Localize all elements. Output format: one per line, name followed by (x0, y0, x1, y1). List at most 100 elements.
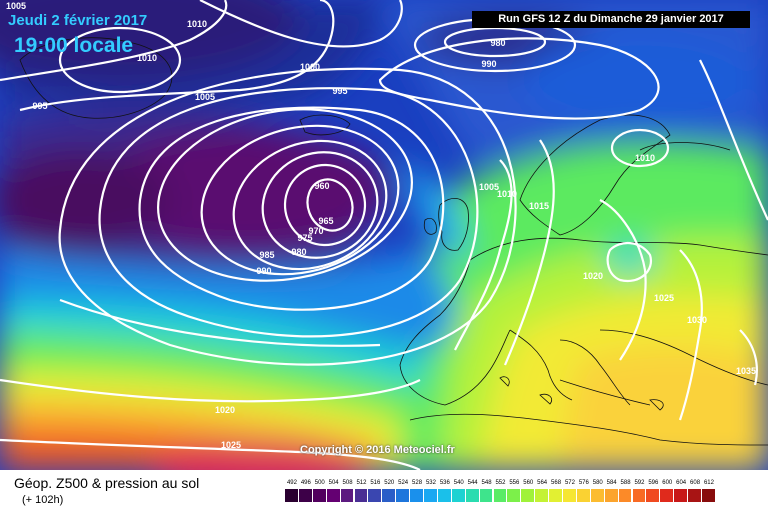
legend-swatch (507, 489, 522, 502)
isobar-label: 1035 (736, 366, 756, 376)
legend-swatch (702, 489, 716, 502)
legend-swatch (563, 489, 577, 502)
legend-item: 608 (688, 478, 702, 502)
legend-value: 592 (634, 480, 645, 486)
legend-swatch (340, 489, 355, 502)
weather-map: 1005 1010 1010 995 1005 1000 995 980 990 960 965 97… (0, 0, 768, 470)
legend-item: 504 (326, 478, 341, 502)
legend-swatch (535, 489, 550, 502)
legend-item: 604 (674, 478, 689, 502)
legend-swatch (660, 489, 675, 502)
isobar-label: 995 (332, 86, 347, 96)
legend-value: 560 (523, 480, 534, 486)
legend-item: 556 (507, 478, 522, 502)
legend-value: 548 (481, 480, 492, 486)
legend-swatch (396, 489, 411, 502)
legend-item: 596 (646, 478, 661, 502)
isobar-label: 1005 (479, 182, 499, 192)
legend-item: 524 (396, 478, 411, 502)
isobar-label: 990 (256, 266, 271, 276)
geopotential-field: 1005101010109951005100099598099096096597… (0, 0, 768, 470)
legend-item: 528 (410, 478, 424, 502)
legend-swatch (424, 489, 438, 502)
isobar-label: 1025 (221, 440, 241, 450)
legend-swatch (410, 489, 424, 502)
legend-swatch (521, 489, 536, 502)
legend-item: 520 (382, 478, 397, 502)
map-footer: Géop. Z500 & pression au sol (+ 102h) 49… (0, 470, 768, 512)
legend-value: 604 (676, 480, 687, 486)
legend-swatch (298, 489, 313, 502)
legend-value: 568 (551, 480, 562, 486)
isobar-label: 1020 (583, 271, 603, 281)
legend-value: 612 (703, 480, 714, 486)
legend-value: 580 (592, 480, 603, 486)
legend-swatch (479, 489, 494, 502)
isobar-label: 970 (308, 226, 323, 236)
legend-value: 496 (300, 480, 311, 486)
legend-value: 508 (342, 480, 353, 486)
legend-item: 580 (590, 478, 605, 502)
isobar-label: 1010 (635, 153, 655, 163)
legend-swatch (368, 489, 383, 502)
legend-value: 492 (286, 480, 297, 486)
legend-item: 600 (660, 478, 675, 502)
legend-value: 536 (439, 480, 450, 486)
legend-swatch (549, 489, 563, 502)
legend-value: 516 (370, 480, 381, 486)
legend-value: 608 (690, 480, 701, 486)
isobar-labels: 1005101010109951005100099598099096096597… (6, 1, 756, 450)
isobar-label: 1030 (687, 315, 707, 325)
isobar-label: 1010 (137, 53, 157, 63)
legend-item: 588 (618, 478, 633, 502)
isobars (0, 0, 768, 470)
legend-value: 528 (412, 480, 423, 486)
legend-value: 500 (314, 480, 325, 486)
isobar-label: 995 (32, 101, 47, 111)
legend-value: 572 (564, 480, 575, 486)
legend-item: 560 (521, 478, 536, 502)
isobar-label: 985 (259, 250, 274, 260)
legend-swatch (576, 489, 591, 502)
legend-value: 520 (384, 480, 395, 486)
legend-value: 544 (467, 480, 478, 486)
isobar-label: 1005 (195, 92, 215, 102)
legend-swatch (646, 489, 661, 502)
legend-value: 596 (648, 480, 659, 486)
legend-value: 540 (453, 480, 464, 486)
legend-value: 532 (425, 480, 436, 486)
isobar-label: 980 (490, 38, 505, 48)
isobar-label: 1020 (215, 405, 235, 415)
isobar-label: 1010 (497, 189, 517, 199)
legend-swatch (618, 489, 633, 502)
coastlines (19, 37, 768, 446)
legend-value: 556 (509, 480, 520, 486)
legend-item: 516 (368, 478, 383, 502)
legend-item: 508 (340, 478, 355, 502)
legend-value: 576 (578, 480, 589, 486)
isobar-label: 990 (481, 59, 496, 69)
legend-value: 584 (606, 480, 617, 486)
legend-value: 524 (398, 480, 409, 486)
legend-item: 536 (437, 478, 452, 502)
legend-item: 584 (604, 478, 619, 502)
legend-swatch (493, 489, 508, 502)
legend-swatch (688, 489, 702, 502)
legend-swatch (632, 489, 647, 502)
lead-time: (+ 102h) (22, 494, 64, 506)
legend-swatch (285, 489, 299, 502)
legend-item: 540 (451, 478, 466, 502)
legend-swatch (326, 489, 341, 502)
forecast-date: Jeudi 2 février 2017 (8, 12, 148, 29)
isobar-label: 980 (291, 247, 306, 257)
product-title: Géop. Z500 & pression au sol (14, 475, 200, 491)
isobar-label: 1015 (529, 201, 549, 211)
legend-item: 544 (465, 478, 480, 502)
legend-swatch (312, 489, 327, 502)
legend-item: 564 (535, 478, 550, 502)
legend-item: 512 (354, 478, 369, 502)
legend-value: 504 (328, 480, 339, 486)
legend-value: 552 (495, 480, 506, 486)
isobar-label: 1000 (300, 62, 320, 72)
legend-swatch (674, 489, 689, 502)
